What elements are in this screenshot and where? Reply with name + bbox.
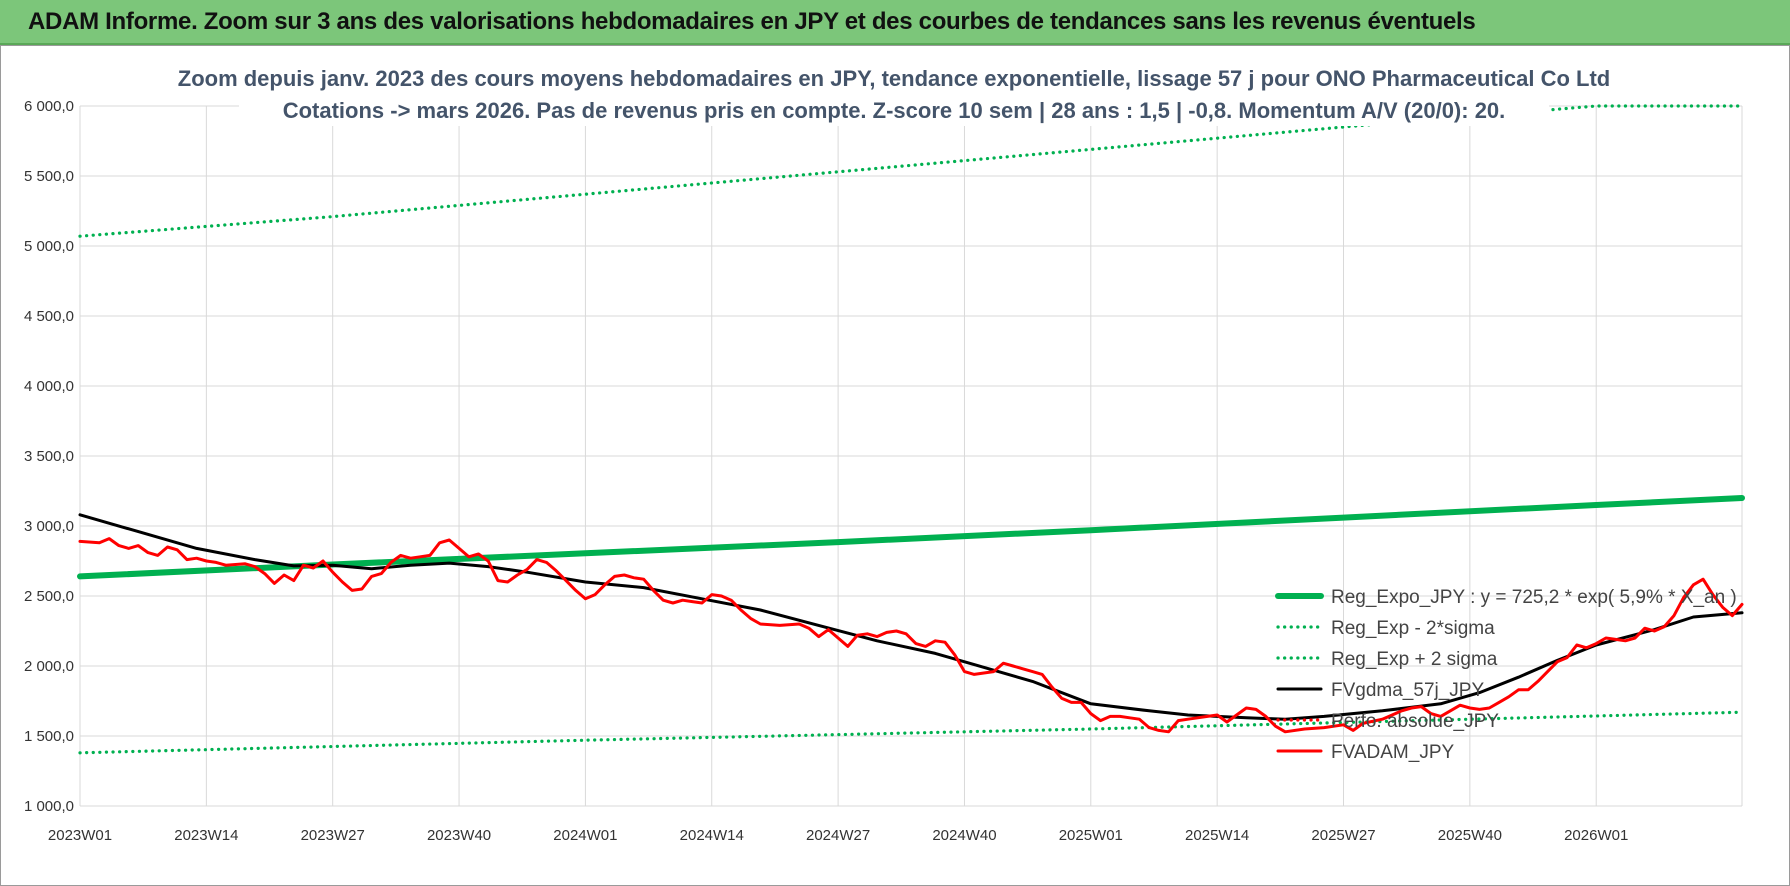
x-tick-label: 2023W14 [174,827,238,844]
chart-title-background [239,62,1549,126]
x-tick-label: 2023W01 [48,827,112,844]
x-tick-label: 2024W27 [806,827,870,844]
report-title: ADAM Informe. Zoom sur 3 ans des valoris… [28,8,1476,35]
chart-title-line1: Zoom depuis janv. 2023 des cours moyens … [178,66,1610,91]
legend-label: Reg_Exp + 2 sigma [1331,649,1498,670]
y-tick-label: 4 000,0 [24,378,74,395]
y-tick-label: 1 000,0 [24,798,74,815]
x-tick-label: 2025W40 [1438,827,1502,844]
chart-frame: 1 000,0 1 500,0 2 000,0 2 500,0 3 000,0 3 500… [0,45,1790,886]
y-tick-label: 5 000,0 [24,238,74,255]
y-tick-label: 2 000,0 [24,658,74,675]
series-line-3 [78,513,1744,721]
chart-legend: Reg_Expo_JPY : y = 725,2 * exp( 5,9% * X… [1275,587,1737,763]
x-tick-label: 2025W27 [1311,827,1375,844]
y-tick-label: 4 500,0 [24,308,74,325]
series-line-5 [78,537,1744,734]
x-tick-label: 2023W40 [427,827,491,844]
legend-label: FVgdma_57j_JPY [1331,680,1484,701]
series-line-1 [78,710,1744,755]
x-tick-label: 2024W40 [932,827,996,844]
x-axis-labels: 2023W01 2023W14 2023W27 2023W40 2024W01 2024W… [48,827,1628,844]
legend-label: FVADAM_JPY [1331,742,1455,763]
series-line-0 [77,495,1745,580]
legend-label: Reg_Expo_JPY : y = 725,2 * exp( 5,9% * X… [1331,587,1737,608]
y-tick-label: 3 000,0 [24,518,74,535]
x-tick-label: 2026W01 [1564,827,1628,844]
y-axis-labels: 1 000,0 1 500,0 2 000,0 2 500,0 3 000,0 3 500… [24,98,74,815]
chart-title-line2: Cotations -> mars 2026. Pas de revenus p… [283,98,1506,123]
legend-label: Reg_Exp - 2*sigma [1331,618,1495,639]
x-tick-label: 2024W01 [553,827,617,844]
trend-chart: 1 000,0 1 500,0 2 000,0 2 500,0 3 000,0 3 500… [24,62,1745,844]
y-tick-label: 5 500,0 [24,168,74,185]
report-header: ADAM Informe. Zoom sur 3 ans des valoris… [0,0,1790,45]
series-line-2 [78,104,1744,238]
chart-title: Zoom depuis janv. 2023 des cours moyens … [178,62,1610,126]
x-tick-label: 2023W27 [301,827,365,844]
y-tick-label: 6 000,0 [24,98,74,115]
x-tick-label: 2024W14 [680,827,744,844]
x-tick-label: 2025W14 [1185,827,1249,844]
y-tick-label: 3 500,0 [24,448,74,465]
legend-label: Perfo. absolue_JPY [1331,711,1499,732]
y-tick-label: 2 500,0 [24,588,74,605]
x-tick-label: 2025W01 [1059,827,1123,844]
chart-series [77,104,1745,755]
chart-grid [79,105,1743,807]
y-tick-label: 1 500,0 [24,728,74,745]
